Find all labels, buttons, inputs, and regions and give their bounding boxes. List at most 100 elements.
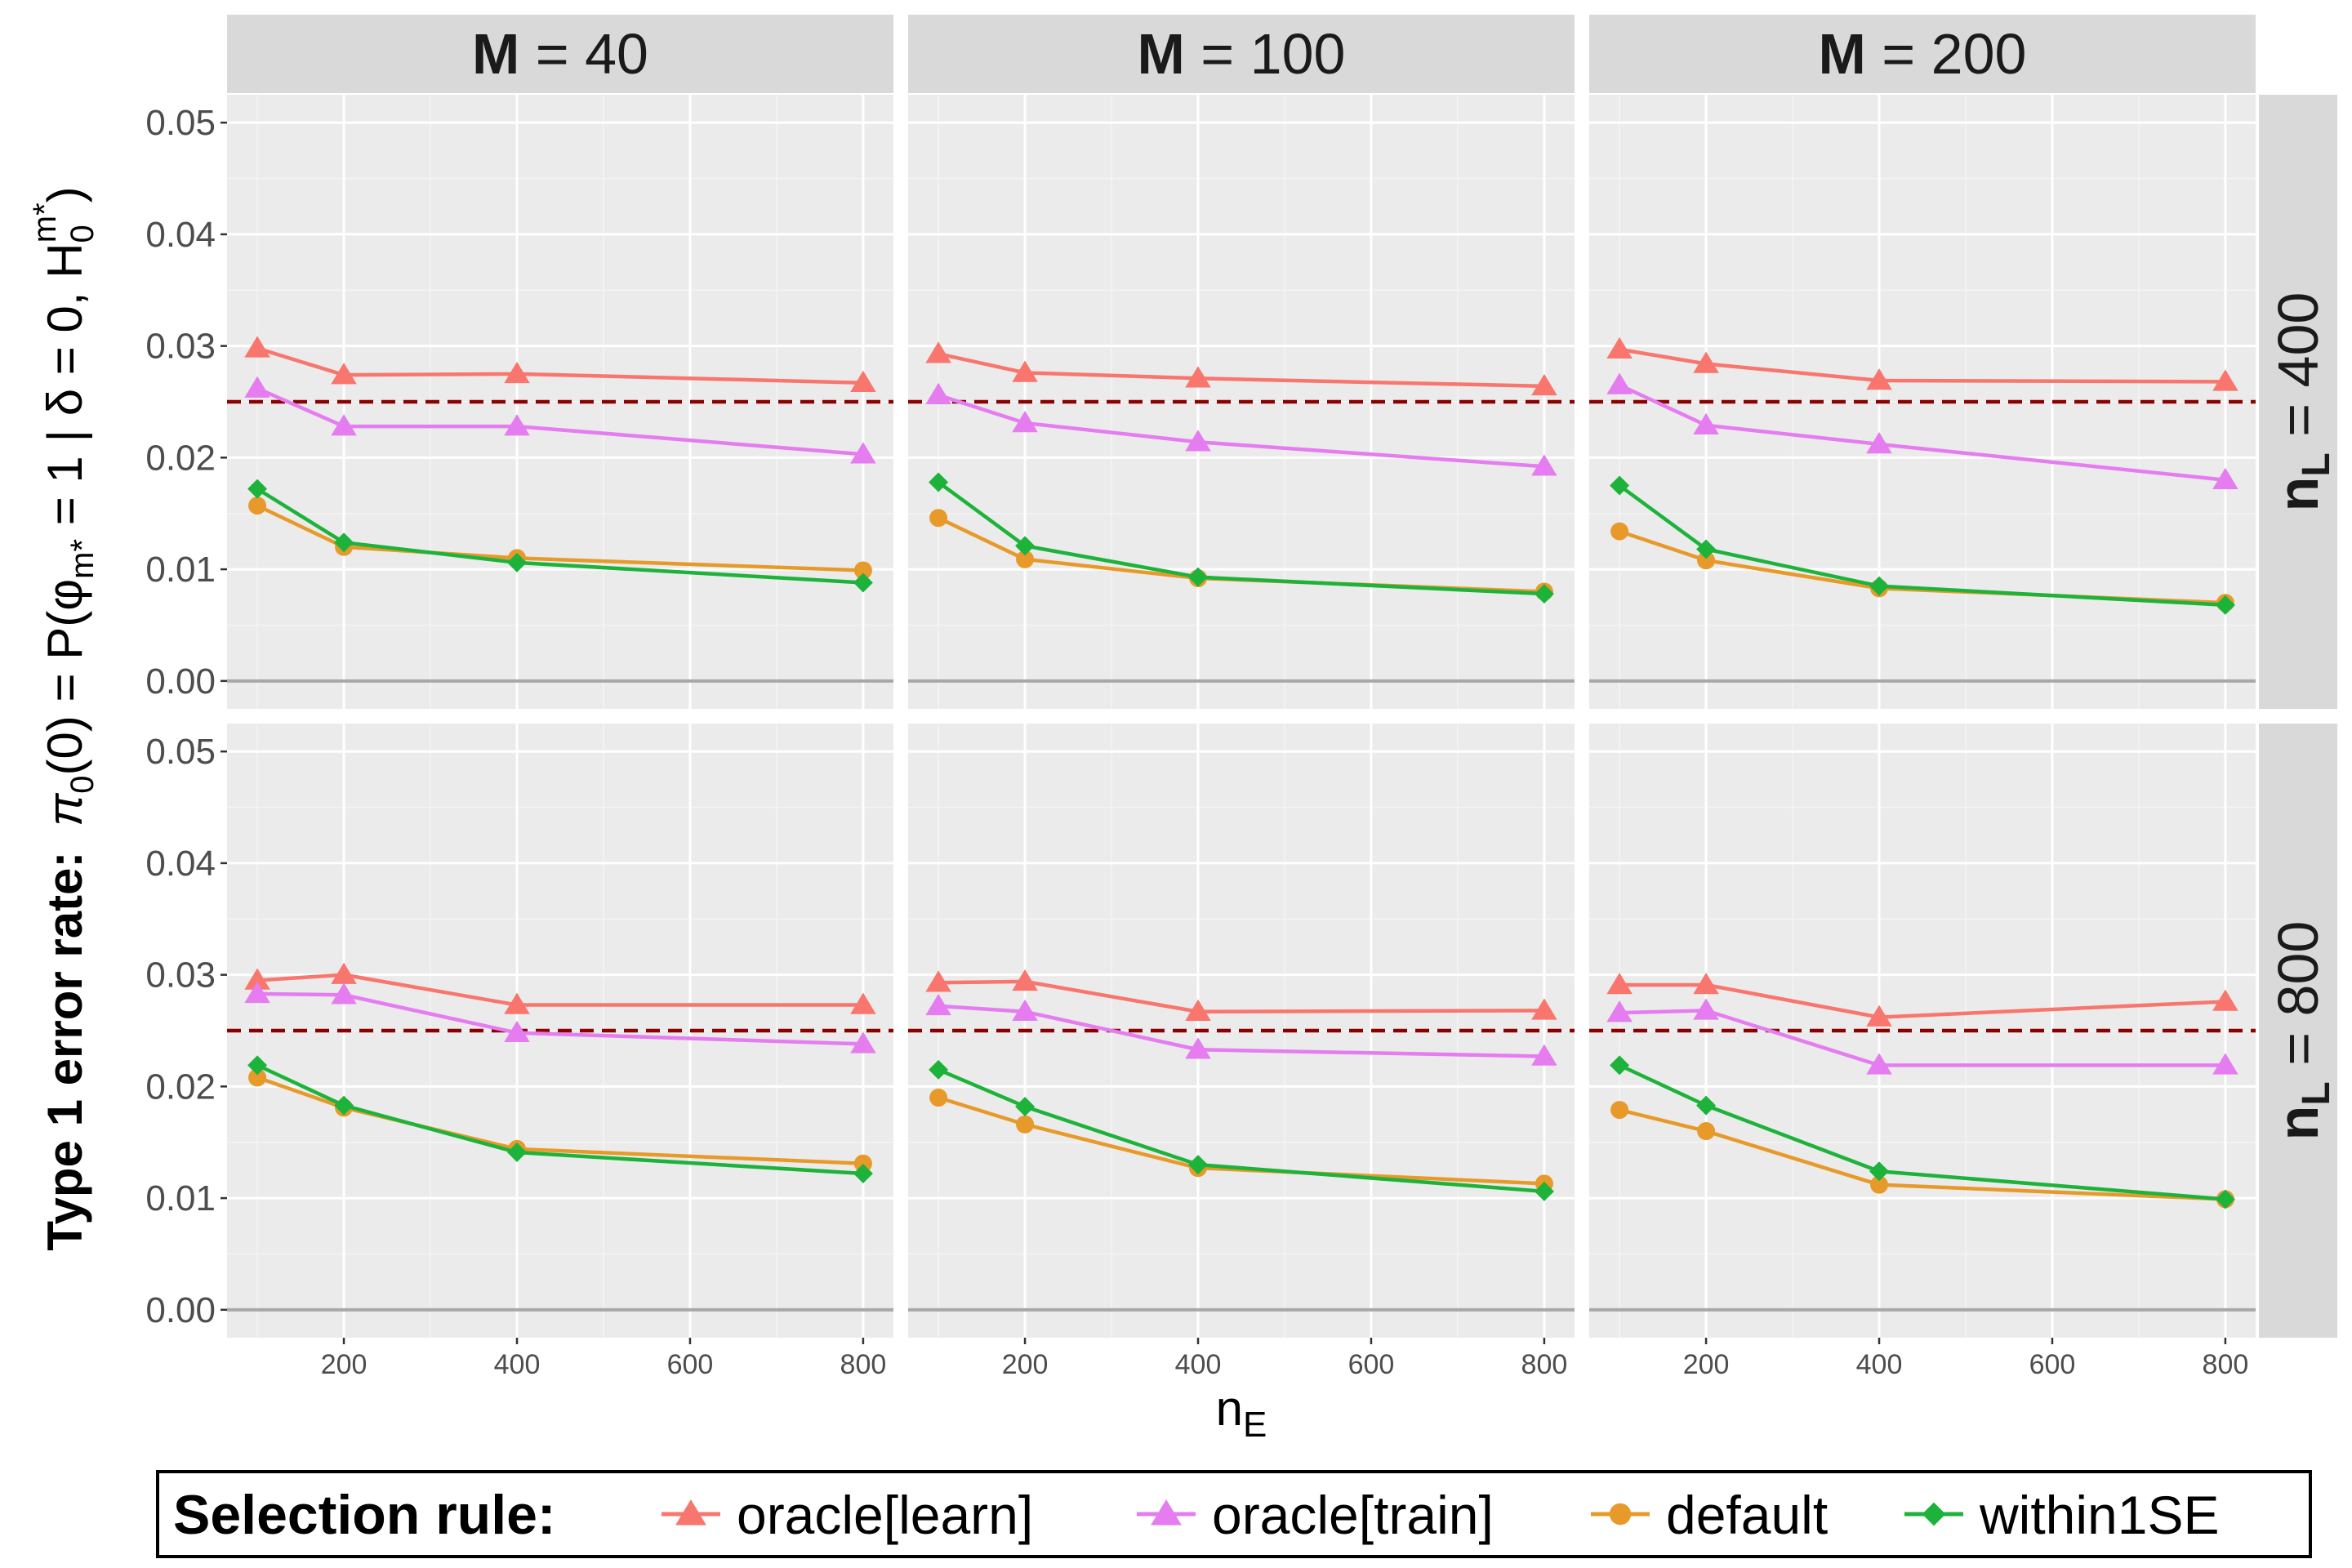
- data-point-oracle_learn: [504, 361, 530, 384]
- strip-label-value: = 800: [2266, 921, 2330, 1082]
- panel-r0-c2: [1589, 95, 2256, 709]
- x-tick-label: 600: [1348, 1349, 1395, 1380]
- y-axis-title-cond: = 1 | δ = 0, H: [38, 243, 92, 539]
- series-line-default: [938, 1095, 1545, 1186]
- data-point-within1se: [853, 572, 873, 593]
- x-axis-title: nE: [1216, 1381, 1267, 1445]
- legend-key-marker: [1151, 1499, 1182, 1526]
- data-point-within1se: [1534, 1181, 1554, 1201]
- facet-strip-col-1: M = 100: [908, 15, 1575, 93]
- data-point-default: [1870, 1175, 1889, 1194]
- strip-label: M = 100: [1138, 22, 1346, 86]
- x-axis-title-main: n: [1216, 1381, 1243, 1436]
- data-point-oracle_learn: [331, 962, 357, 984]
- data-point-oracle_train: [331, 982, 357, 1004]
- y-axis-title-h-sup: m*: [27, 203, 63, 243]
- series-line-oracle_train: [938, 393, 1545, 469]
- legend-key-marker: [675, 1499, 706, 1526]
- data-point-oracle_train: [244, 376, 270, 398]
- x-tick-label: 200: [1683, 1349, 1730, 1380]
- panel-r1-c0: [227, 724, 893, 1338]
- data-point-oracle_learn: [925, 341, 951, 363]
- data-point-oracle_train: [850, 442, 876, 464]
- y-axis-title-phi: φ: [38, 579, 92, 611]
- data-point-oracle_train: [1185, 1037, 1211, 1059]
- data-point-oracle_train: [1606, 372, 1633, 394]
- data-point-oracle_learn: [1012, 969, 1038, 991]
- series-line-within1se: [256, 487, 864, 585]
- data-point-oracle_learn: [925, 970, 951, 992]
- legend-key-oracle_train: [1137, 1499, 1196, 1526]
- data-point-oracle_train: [244, 981, 270, 1004]
- y-tick-label: 0.04: [145, 844, 216, 884]
- data-point-within1se: [334, 1095, 354, 1116]
- facet-strip-col-2: M = 200: [1589, 15, 2256, 93]
- data-point-oracle_train: [1012, 410, 1038, 433]
- x-tick-label: 600: [667, 1349, 714, 1380]
- y-tick-label: 0.01: [145, 550, 216, 590]
- y-tick-label: 0.00: [145, 662, 216, 702]
- y-axis-title-close: ): [38, 186, 92, 203]
- data-point-oracle_learn: [1866, 1004, 1892, 1027]
- series-line-oracle_learn: [256, 346, 863, 385]
- strip-label: nL = 400: [2266, 292, 2338, 512]
- strip-label: M = 40: [472, 22, 648, 86]
- data-point-within1se: [507, 552, 528, 572]
- data-point-within1se: [1534, 584, 1554, 604]
- data-point-within1se: [1696, 539, 1717, 559]
- data-point-oracle_learn: [1693, 351, 1719, 373]
- data-point-oracle_train: [1606, 1000, 1633, 1022]
- data-point-oracle_train: [2212, 467, 2238, 489]
- y-axis-title-pi: π: [38, 792, 92, 826]
- strip-label-prefix: M: [1819, 22, 1866, 86]
- data-point-within1se: [334, 532, 354, 553]
- data-point-oracle_learn: [1866, 368, 1892, 390]
- y-axis-title: Type 1 error rate: π0(0) = P(φm* = 1 | δ…: [27, 186, 100, 1250]
- data-point-within1se: [247, 479, 268, 499]
- data-point-oracle_train: [2212, 1053, 2238, 1075]
- data-point-within1se: [853, 1164, 873, 1184]
- y-tick-label: 0.05: [145, 103, 216, 143]
- x-axis-title-sub: E: [1243, 1405, 1267, 1445]
- data-point-within1se: [1188, 1155, 1209, 1175]
- data-point-oracle_learn: [504, 992, 530, 1014]
- panel-r0-c1: [908, 95, 1575, 709]
- strip-label: nL = 800: [2266, 921, 2338, 1141]
- data-point-default: [1610, 1101, 1629, 1120]
- x-tick-label: 200: [1002, 1349, 1049, 1380]
- strip-label-value: = 100: [1185, 22, 1346, 86]
- x-tick-label: 800: [2203, 1349, 2249, 1380]
- x-tick-label: 600: [2029, 1349, 2076, 1380]
- legend-label-default: default: [1666, 1485, 1828, 1545]
- strip-label-prefix: M: [1138, 22, 1185, 86]
- data-point-default: [248, 497, 267, 515]
- data-point-within1se: [507, 1143, 528, 1163]
- data-point-oracle_learn: [1185, 999, 1211, 1022]
- strip-background: [908, 15, 1575, 93]
- strip-label: M = 200: [1819, 22, 2027, 86]
- data-point-oracle_train: [1866, 1053, 1892, 1075]
- series-line-within1se: [1619, 1063, 2226, 1201]
- data-point-default: [1697, 551, 1716, 570]
- series-line-within1se: [938, 1067, 1545, 1194]
- data-point-oracle_train: [331, 414, 357, 436]
- y-tick-label: 0.04: [145, 215, 216, 255]
- legend-key-within1se: [1904, 1502, 1963, 1526]
- legend-title: Selection rule:: [173, 1484, 556, 1546]
- data-point-oracle_train: [1531, 1044, 1557, 1066]
- x-tick-label: 800: [840, 1349, 887, 1380]
- data-point-oracle_learn: [1606, 972, 1633, 995]
- data-point-within1se: [1188, 567, 1209, 587]
- series-line-oracle_train: [938, 1004, 1544, 1058]
- data-point-oracle_learn: [2212, 369, 2238, 391]
- y-tick-label: 0.02: [145, 438, 216, 478]
- data-point-within1se: [1015, 536, 1036, 556]
- data-point-within1se: [1610, 1055, 1630, 1076]
- x-tick-label: 200: [321, 1349, 368, 1380]
- data-point-oracle_train: [1693, 412, 1719, 434]
- strip-label-subscript: L: [2295, 452, 2338, 476]
- series-line-oracle_train: [1619, 383, 2226, 482]
- data-point-within1se: [929, 1059, 949, 1080]
- legend-label-oracle-learn: oracle[learn]: [737, 1485, 1033, 1545]
